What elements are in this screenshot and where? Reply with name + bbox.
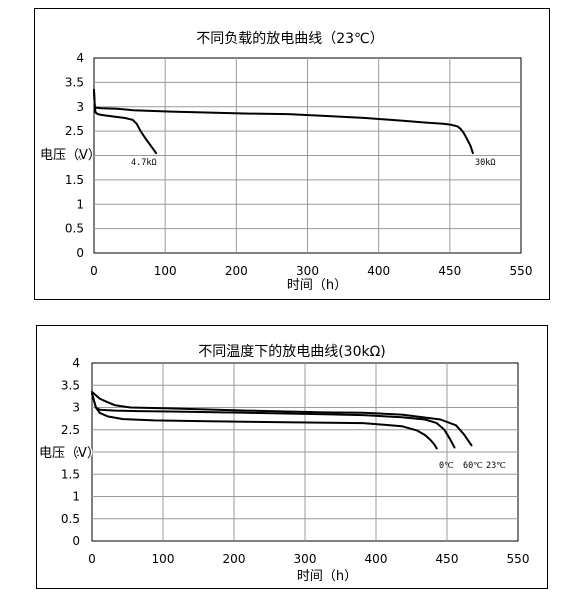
curve-label-1: 0℃ xyxy=(439,461,454,471)
y-tick-label: 2.5 xyxy=(61,423,80,437)
y-tick-label: 2.5 xyxy=(65,124,84,138)
y-tick-label: 4 xyxy=(76,51,84,65)
chart-panel-load: 0 100 200 300 400 450 550 0 0.5 1 1.5 2 2.5 3 3.5 4 不同负载… xyxy=(34,8,550,300)
x-tick-label: 450 xyxy=(436,552,459,566)
curve-label-2: 30kΩ xyxy=(475,158,495,168)
curve-label-2: 60℃ xyxy=(463,461,483,471)
y-tick-label: 3 xyxy=(72,401,80,415)
x-tick-label: 400 xyxy=(365,552,388,566)
series-line-2 xyxy=(93,88,474,155)
x-tick-label: 200 xyxy=(225,264,248,278)
y-axis-label: 电压（V） xyxy=(39,446,100,461)
y-tick-label: 0 xyxy=(72,534,80,548)
x-axis-label: 时间（h） xyxy=(297,569,357,584)
x-tick-label: 550 xyxy=(507,552,530,566)
x-tick-label: 450 xyxy=(438,264,461,278)
curve-label-3: 23℃ xyxy=(486,461,506,471)
x-tick-label: 300 xyxy=(296,264,319,278)
y-tick-label: 0.5 xyxy=(65,222,84,236)
y-tick-label: 1 xyxy=(72,490,80,504)
y-axis-label: 电压（V） xyxy=(40,148,101,163)
y-tick-label: 0.5 xyxy=(61,512,80,526)
x-tick-label: 550 xyxy=(510,264,533,278)
chart-temperature-svg: 0 100 200 300 400 450 550 0 0.5 1 1.5 2 2.5 3 3.5 4 不同温度… xyxy=(38,344,530,584)
y-tick-label: 2 xyxy=(76,149,84,163)
series-line-2 xyxy=(91,392,456,449)
y-tick-label: 3.5 xyxy=(65,75,84,89)
x-tick-label: 100 xyxy=(152,552,175,566)
series-line-1 xyxy=(91,392,438,450)
y-tick-label: 3 xyxy=(76,100,84,114)
series-line-1 xyxy=(93,91,158,155)
x-tick-label: 200 xyxy=(223,552,246,566)
y-tick-label: 3.5 xyxy=(61,378,80,392)
series-line-3 xyxy=(91,390,473,447)
x-axis-label: 时间（h） xyxy=(287,278,347,293)
y-tick-label: 2 xyxy=(72,445,80,459)
y-tick-label: 0 xyxy=(76,246,84,260)
y-tick-label: 1 xyxy=(76,197,84,211)
y-tick-label: 1.5 xyxy=(65,173,84,187)
chart-title: 不同温度下的放电曲线(30kΩ) xyxy=(198,344,386,360)
chart-panel-temperature: 0 100 200 300 400 450 550 0 0.5 1 1.5 2 2.5 3 3.5 4 不同温度… xyxy=(36,325,548,589)
curve-label-1: 4.7kΩ xyxy=(131,158,157,168)
chart-title: 不同负载的放电曲线（23℃） xyxy=(196,31,384,47)
chart-load-svg: 0 100 200 300 400 450 550 0 0.5 1 1.5 2 2.5 3 3.5 4 不同负载… xyxy=(39,31,533,293)
x-tick-label: 0 xyxy=(90,264,98,278)
y-tick-label: 4 xyxy=(72,356,80,370)
x-tick-label: 0 xyxy=(88,552,96,566)
x-tick-label: 300 xyxy=(294,552,317,566)
y-tick-label: 1.5 xyxy=(61,467,80,481)
x-tick-label: 100 xyxy=(154,264,177,278)
x-tick-label: 400 xyxy=(367,264,390,278)
